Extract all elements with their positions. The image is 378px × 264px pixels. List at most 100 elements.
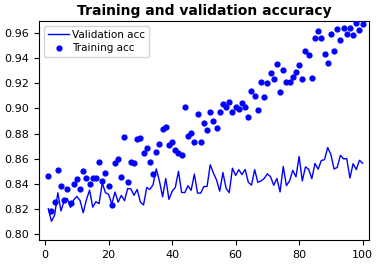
Training acc — [128, 159, 134, 164]
Training acc — [48, 209, 54, 213]
Training acc — [99, 179, 105, 183]
Training acc — [87, 182, 93, 186]
Training acc — [179, 152, 185, 157]
Training acc — [112, 161, 118, 165]
Training acc — [115, 157, 121, 161]
Training acc — [163, 125, 169, 129]
Training acc — [302, 49, 308, 53]
Training acc — [166, 143, 172, 147]
Validation acc — [341, 157, 346, 161]
Training acc — [109, 203, 115, 207]
Training acc — [280, 68, 286, 72]
Training acc — [68, 201, 74, 205]
Training acc — [207, 110, 213, 114]
Training acc — [45, 173, 51, 178]
Line: Validation acc: Validation acc — [48, 148, 363, 221]
Training acc — [271, 77, 277, 81]
Training acc — [287, 80, 293, 84]
Training acc — [229, 110, 235, 114]
Training acc — [147, 160, 153, 164]
Training acc — [334, 27, 340, 31]
Training acc — [293, 69, 299, 74]
Training acc — [274, 62, 280, 67]
Training acc — [252, 94, 258, 98]
Training acc — [356, 28, 363, 32]
Training acc — [125, 180, 131, 184]
Training acc — [242, 105, 248, 109]
Training acc — [204, 128, 210, 132]
Training acc — [268, 71, 274, 75]
Training acc — [353, 21, 359, 25]
Training acc — [318, 36, 324, 40]
Training acc — [248, 89, 254, 93]
Training acc — [144, 146, 150, 150]
Training acc — [264, 81, 270, 86]
Training acc — [102, 171, 108, 175]
Training acc — [220, 102, 226, 106]
Training acc — [236, 107, 242, 111]
Training acc — [322, 51, 328, 56]
Training acc — [299, 77, 305, 81]
Training acc — [55, 168, 61, 172]
Training acc — [80, 169, 86, 173]
Training acc — [344, 32, 350, 36]
Training acc — [156, 142, 163, 146]
Training acc — [64, 187, 70, 191]
Training acc — [169, 140, 175, 144]
Validation acc — [325, 146, 330, 149]
Training acc — [328, 32, 334, 37]
Title: Training and validation accuracy: Training and validation accuracy — [77, 4, 331, 18]
Training acc — [195, 112, 201, 116]
Training acc — [258, 80, 264, 84]
Training acc — [84, 176, 90, 180]
Training acc — [338, 37, 344, 42]
Training acc — [226, 100, 232, 104]
Training acc — [315, 29, 321, 33]
Validation acc — [360, 162, 365, 165]
Validation acc — [122, 199, 127, 202]
Validation acc — [46, 207, 51, 210]
Training acc — [191, 139, 197, 144]
Training acc — [325, 61, 331, 65]
Training acc — [153, 150, 159, 154]
Training acc — [198, 140, 204, 145]
Training acc — [223, 105, 229, 109]
Training acc — [185, 134, 191, 138]
Training acc — [350, 33, 356, 37]
Validation acc — [49, 220, 54, 223]
Training acc — [137, 136, 143, 140]
Training acc — [93, 176, 99, 180]
Training acc — [331, 49, 337, 53]
Training acc — [359, 22, 366, 27]
Training acc — [141, 151, 147, 155]
Training acc — [74, 177, 80, 181]
Training acc — [105, 183, 112, 188]
Training acc — [71, 182, 77, 186]
Training acc — [239, 101, 245, 105]
Training acc — [52, 199, 58, 204]
Training acc — [118, 175, 124, 179]
Training acc — [134, 137, 140, 142]
Training acc — [312, 36, 318, 40]
Training acc — [150, 172, 156, 176]
Training acc — [217, 110, 223, 114]
Training acc — [296, 63, 302, 67]
Training acc — [232, 105, 239, 109]
Training acc — [188, 131, 194, 135]
Training acc — [77, 187, 83, 192]
Training acc — [121, 135, 127, 139]
Training acc — [284, 80, 290, 84]
Training acc — [58, 184, 64, 188]
Training acc — [160, 126, 166, 131]
Training acc — [290, 75, 296, 79]
Training acc — [201, 121, 207, 125]
Training acc — [347, 26, 353, 30]
Training acc — [261, 95, 267, 99]
Validation acc — [110, 202, 114, 206]
Training acc — [61, 198, 67, 202]
Training acc — [255, 108, 261, 112]
Training acc — [182, 105, 188, 109]
Training acc — [96, 159, 102, 164]
Training acc — [172, 148, 178, 152]
Training acc — [175, 151, 181, 155]
